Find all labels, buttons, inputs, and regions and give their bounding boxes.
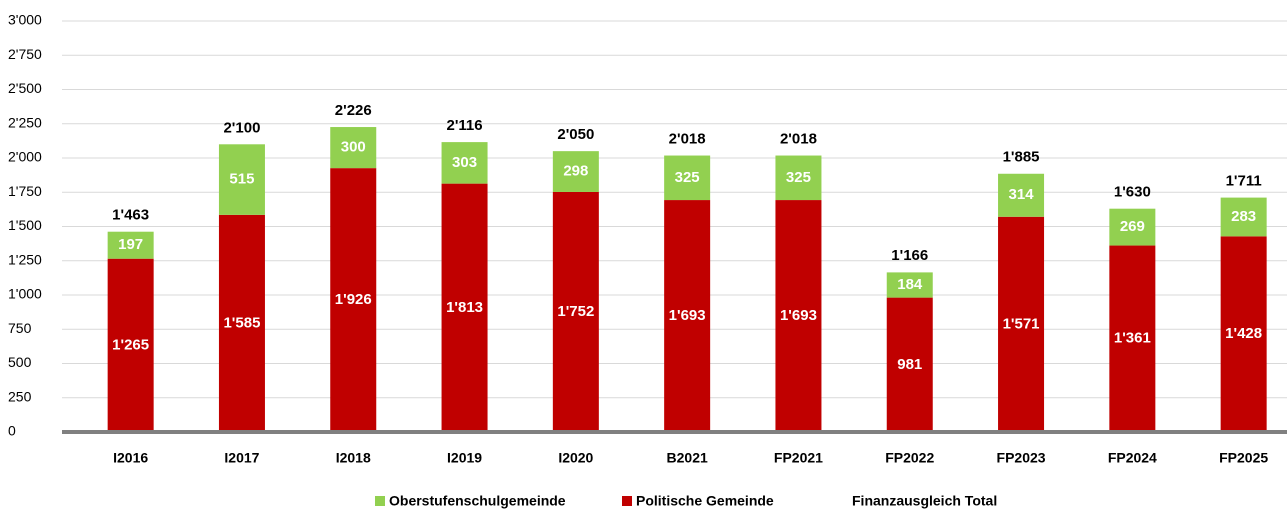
total-label: 1'711	[1226, 173, 1262, 190]
legend-label: Finanzausgleich Total	[852, 493, 997, 509]
y-tick-label: 1'500	[8, 217, 42, 233]
x-tick-label: FP2022	[885, 450, 934, 466]
value-label: 1'571	[1003, 315, 1040, 332]
y-tick-label: 1'000	[8, 286, 42, 302]
total-label: 2'050	[557, 126, 594, 143]
total-label: 2'116	[446, 117, 482, 134]
bar-segment	[1109, 208, 1156, 246]
total-label: 2'226	[335, 102, 372, 119]
y-tick-label: 0	[8, 423, 16, 439]
value-label: 981	[897, 356, 922, 373]
value-label: 269	[1120, 218, 1145, 235]
bar-segment	[330, 168, 377, 432]
x-tick-label: FP2025	[1219, 450, 1268, 466]
total-label: 2'018	[780, 131, 817, 148]
value-label: 1'361	[1114, 330, 1151, 347]
x-tick-label: I2019	[447, 450, 482, 466]
bar-segment	[1220, 197, 1267, 237]
bar-segment	[664, 155, 711, 201]
legend-label: Politische Gemeinde	[636, 493, 774, 509]
x-tick-label: I2018	[336, 450, 371, 466]
bar-segment	[441, 183, 488, 432]
value-label: 1'813	[446, 299, 483, 316]
value-label: 1'585	[223, 314, 260, 331]
value-label: 1'693	[669, 307, 706, 324]
bar-segment	[886, 272, 933, 298]
total-label: 1'463	[112, 207, 149, 224]
value-label: 184	[897, 276, 923, 293]
y-tick-label: 1'250	[8, 251, 42, 267]
value-label: 314	[1009, 186, 1035, 203]
bar-segment	[1220, 236, 1267, 432]
total-label: 1'885	[1003, 149, 1040, 166]
legend-swatch	[622, 496, 632, 506]
bar-segment	[998, 216, 1045, 432]
y-tick-label: 500	[8, 354, 32, 370]
y-tick-label: 2'750	[8, 46, 42, 62]
x-tick-label: B2021	[667, 450, 708, 466]
y-tick-label: 1'750	[8, 183, 42, 199]
bar-segment	[775, 155, 822, 201]
value-label: 1'428	[1225, 325, 1262, 342]
bar-segment	[107, 231, 154, 259]
x-tick-label: I2016	[113, 450, 148, 466]
y-tick-label: 2'250	[8, 114, 42, 130]
value-label: 298	[563, 163, 588, 180]
value-label: 325	[786, 169, 811, 186]
bar-segment	[552, 151, 599, 192]
bar-segment	[552, 191, 599, 432]
bar-segment	[330, 127, 377, 169]
legend-swatch	[375, 496, 385, 506]
value-label: 325	[675, 169, 700, 186]
bar-segment	[1109, 245, 1156, 432]
value-label: 197	[118, 236, 143, 253]
value-label: 1'265	[112, 336, 149, 353]
bar-segment	[218, 144, 265, 215]
y-tick-label: 2'000	[8, 149, 42, 165]
legend-label: Oberstufenschulgemeinde	[389, 493, 566, 509]
x-tick-label: FP2021	[774, 450, 823, 466]
y-tick-label: 2'500	[8, 80, 42, 96]
value-label: 303	[452, 154, 477, 171]
y-tick-label: 250	[8, 388, 32, 404]
value-label: 283	[1231, 208, 1256, 225]
bar-segment	[886, 297, 933, 432]
value-label: 1'752	[557, 303, 594, 320]
x-tick-label: I2020	[558, 450, 593, 466]
bar-segment	[998, 173, 1045, 217]
bar-segment	[218, 214, 265, 432]
x-tick-label: I2017	[224, 450, 259, 466]
bar-segment	[441, 142, 488, 184]
total-label: 2'018	[669, 131, 706, 148]
total-label: 2'100	[223, 119, 260, 136]
x-tick-label: FP2023	[997, 450, 1046, 466]
value-label: 300	[341, 139, 366, 156]
value-label: 515	[229, 171, 254, 188]
y-tick-label: 3'000	[8, 12, 42, 28]
bar-segment	[107, 258, 154, 432]
value-label: 1'693	[780, 307, 817, 324]
total-label: 1'630	[1114, 184, 1151, 201]
x-tick-label: FP2024	[1108, 450, 1157, 466]
value-label: 1'926	[335, 291, 372, 308]
y-tick-label: 750	[8, 320, 32, 336]
bar-segment	[775, 200, 822, 432]
bar-segment	[664, 200, 711, 432]
total-label: 1'166	[891, 247, 928, 264]
